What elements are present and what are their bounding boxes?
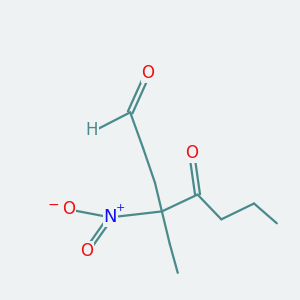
Text: −: − [47, 197, 59, 212]
Text: O: O [80, 242, 93, 260]
Text: O: O [62, 200, 75, 218]
Text: O: O [185, 144, 198, 162]
Text: +: + [116, 203, 125, 214]
Text: N: N [103, 208, 117, 226]
Text: O: O [142, 64, 154, 82]
Text: H: H [85, 121, 98, 139]
